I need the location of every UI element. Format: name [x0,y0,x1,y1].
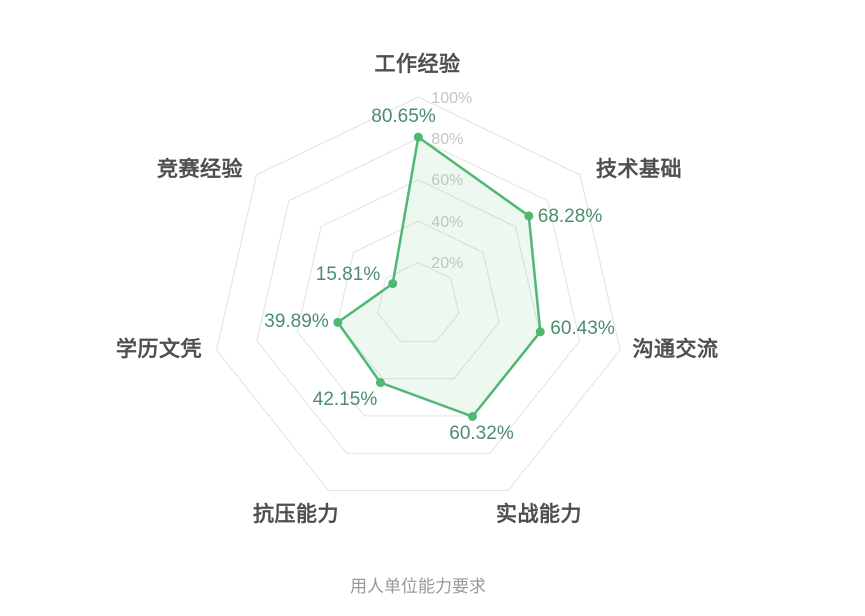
radar-grid-rings [215,96,621,491]
indicator-label: 竞赛经验 [157,158,243,181]
indicator-label: 实战能力 [496,503,582,526]
radar-series-area [337,137,541,417]
radar-grid-ring [256,137,581,454]
data-value-label: 15.81% [315,264,381,285]
indicator-label: 技术基础 [596,158,682,181]
axis-tick-label: 60% [431,172,464,190]
indicator-label: 沟通交流 [632,338,719,361]
radar-data-point[interactable] [468,412,477,421]
axis-tick-label: 80% [431,130,464,148]
radar-series-outline [336,135,542,418]
data-value-label: 42.15% [312,388,378,410]
radar-grid-ring [337,220,500,380]
data-value-label: 80.65% [371,106,436,127]
data-value-label: 60.32% [449,422,514,444]
data-value-label: 39.89% [264,311,329,332]
radar-data-point[interactable] [524,211,534,221]
radar-data-point[interactable] [375,378,385,388]
radar-grid-ring [215,96,621,491]
radar-grid-ring [377,262,460,342]
radar-data-point[interactable] [388,279,398,289]
axis-tick-label: 20% [431,255,464,273]
radar-data-point[interactable] [413,132,423,142]
radar-data-points [333,132,545,421]
radar-data-point[interactable] [535,327,545,337]
radar-data-point[interactable] [333,317,343,327]
indicator-label: 工作经验 [374,52,461,76]
radar-grid-ring [296,179,540,417]
data-value-label: 68.28% [537,205,603,227]
axis-tick-label: 40% [431,213,464,231]
axis-tick-label: 100% [431,89,473,107]
chart-title: 用人单位能力要求 [350,577,486,596]
indicator-label: 学历文凭 [116,338,202,361]
data-value-label: 60.43% [550,318,615,339]
indicator-label: 抗压能力 [253,503,339,526]
